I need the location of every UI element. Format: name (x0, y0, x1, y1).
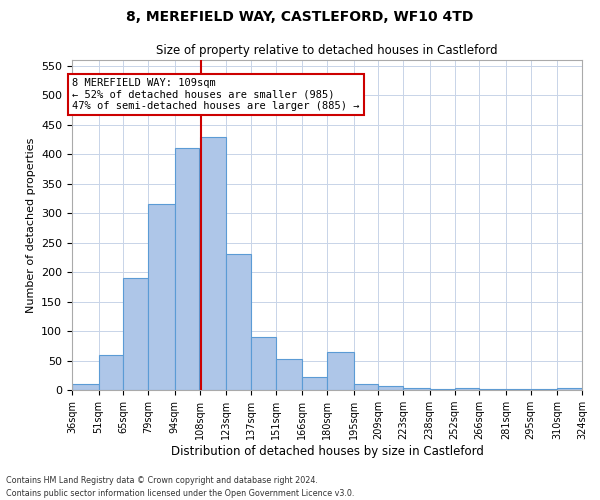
Bar (403, 388, 430, 390)
Bar (353, 384, 379, 390)
Bar (479, 389, 506, 390)
Bar (199, 136, 226, 390)
Text: 8, MEREFIELD WAY, CASTLEFORD, WF10 4TD: 8, MEREFIELD WAY, CASTLEFORD, WF10 4TD (127, 10, 473, 24)
Bar (275, 360, 302, 390)
Bar (327, 352, 353, 390)
Title: Size of property relative to detached houses in Castleford: Size of property relative to detached ho… (156, 44, 498, 58)
Bar (430, 389, 455, 390)
Bar (379, 386, 403, 390)
Text: 8 MEREFIELD WAY: 109sqm
← 52% of detached houses are smaller (985)
47% of semi-d: 8 MEREFIELD WAY: 109sqm ← 52% of detache… (72, 78, 359, 111)
Bar (251, 337, 275, 390)
Bar (226, 254, 251, 390)
Y-axis label: Number of detached properties: Number of detached properties (26, 138, 35, 312)
Bar (530, 389, 557, 390)
Bar (175, 148, 199, 390)
Bar (302, 377, 327, 390)
X-axis label: Distribution of detached houses by size in Castleford: Distribution of detached houses by size … (170, 445, 484, 458)
Bar (455, 388, 479, 390)
Bar (98, 354, 124, 390)
Text: Contains HM Land Registry data © Crown copyright and database right 2024.
Contai: Contains HM Land Registry data © Crown c… (6, 476, 355, 498)
Bar (148, 204, 175, 390)
Bar (72, 384, 98, 390)
Bar (506, 389, 530, 390)
Bar (124, 278, 148, 390)
Bar (557, 388, 582, 390)
